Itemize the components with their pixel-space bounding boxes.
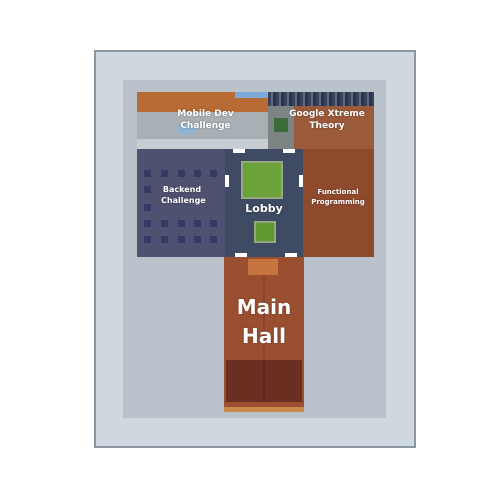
room-label-functional: Functional Programming xyxy=(311,188,365,206)
lobby-garden xyxy=(241,161,283,199)
door-lobby-bottom-left xyxy=(235,253,247,257)
seat xyxy=(194,236,201,243)
stage-screen xyxy=(274,118,288,132)
door-lobby-top-left xyxy=(233,149,245,153)
door-lobby-left xyxy=(225,175,229,187)
seat xyxy=(178,220,185,227)
hall-threshold xyxy=(224,407,304,412)
mobile-screen xyxy=(177,124,195,134)
room-label-mobile-dev: Mobile Dev Challenge xyxy=(177,109,234,131)
lobby-planter xyxy=(254,221,276,243)
mobile-roof xyxy=(137,92,268,112)
seat xyxy=(194,220,201,227)
seat xyxy=(178,170,185,177)
room-label-main-hall: Main Hall xyxy=(236,295,292,348)
seat xyxy=(178,236,185,243)
seat xyxy=(144,220,151,227)
seat xyxy=(144,204,151,211)
room-mobile-dev-challenge[interactable]: Mobile Dev Challenge xyxy=(137,92,268,149)
seat xyxy=(210,170,217,177)
seat xyxy=(144,186,151,193)
room-label-lobby: Lobby xyxy=(245,202,283,215)
seat xyxy=(161,220,168,227)
mobile-floor-strip xyxy=(137,139,268,149)
seat xyxy=(144,170,151,177)
door-lobby-right xyxy=(299,175,303,187)
seat xyxy=(210,236,217,243)
door-lobby-top-right xyxy=(283,149,295,153)
seat xyxy=(144,236,151,243)
seat xyxy=(161,236,168,243)
door-lobby-bottom-right xyxy=(285,253,297,257)
room-label-google-xtreme: Google Xtreme Theory xyxy=(289,109,365,131)
room-google-xtreme-theory[interactable]: Google Xtreme Theory xyxy=(268,92,374,149)
room-lobby[interactable]: Lobby xyxy=(225,149,303,257)
room-label-backend: Backend Challenge xyxy=(161,185,206,205)
room-backend-challenge[interactable]: Backend Challenge xyxy=(137,149,227,257)
seat xyxy=(210,220,217,227)
room-functional-programming[interactable]: Functional Programming xyxy=(302,149,374,257)
hall-center-aisle xyxy=(263,277,265,359)
hall-entrance xyxy=(248,259,278,275)
seat xyxy=(161,170,168,177)
audience-crowd xyxy=(268,92,374,106)
room-main-hall[interactable]: Main Hall xyxy=(224,257,304,412)
seat xyxy=(194,170,201,177)
hall-carpet xyxy=(226,360,302,402)
